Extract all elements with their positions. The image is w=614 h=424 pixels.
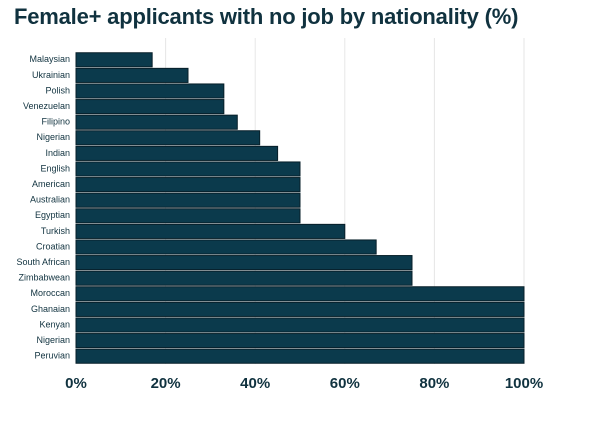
bar xyxy=(75,301,525,317)
category-label: Turkish xyxy=(41,226,70,236)
category-label: Venezuelan xyxy=(23,101,70,111)
category-label: Zimbabwean xyxy=(18,273,70,283)
bar xyxy=(75,99,225,115)
bar xyxy=(75,114,238,130)
bar xyxy=(75,333,525,349)
bar xyxy=(75,317,525,333)
bar xyxy=(75,286,525,302)
x-tick-label: 40% xyxy=(240,375,270,392)
category-label: Malaysian xyxy=(29,54,70,64)
category-label: Ukrainian xyxy=(32,70,70,80)
bar xyxy=(75,348,525,364)
x-axis-tick-labels: 0% 20% 40% 60% 80% 100% xyxy=(65,375,543,392)
bar xyxy=(75,192,301,208)
category-label: English xyxy=(40,163,70,173)
category-label: Nigerian xyxy=(36,335,70,345)
category-labels: Malaysian Ukrainian Polish Venezuelan Filipi… xyxy=(16,54,70,360)
bars-layer xyxy=(75,52,525,364)
chart-title: Female+ applicants with no job by nation… xyxy=(14,4,519,29)
bar xyxy=(75,255,413,271)
bar xyxy=(75,177,301,193)
category-label: Ghanaian xyxy=(31,304,70,314)
bar xyxy=(75,145,279,161)
bar xyxy=(75,83,225,99)
category-label: Nigerian xyxy=(36,132,70,142)
x-tick-label: 80% xyxy=(419,375,449,392)
bar xyxy=(75,239,377,255)
x-tick-label: 100% xyxy=(505,375,543,392)
x-tick-label: 20% xyxy=(151,375,181,392)
bar xyxy=(75,52,153,68)
bar xyxy=(75,270,413,286)
bar xyxy=(75,67,189,83)
x-tick-label: 60% xyxy=(330,375,360,392)
category-label: Peruvian xyxy=(34,351,70,361)
category-label: American xyxy=(32,179,70,189)
category-label: Indian xyxy=(45,148,70,158)
bar xyxy=(75,223,346,239)
category-label: Moroccan xyxy=(30,288,70,298)
bar xyxy=(75,130,261,146)
category-label: South African xyxy=(16,257,70,267)
category-label: Croatian xyxy=(36,241,70,251)
bar xyxy=(75,161,301,177)
category-label: Egyptian xyxy=(35,210,70,220)
category-label: Kenyan xyxy=(39,319,70,329)
x-tick-label: 0% xyxy=(65,375,87,392)
category-label: Australian xyxy=(30,195,70,205)
bar xyxy=(75,208,301,224)
category-label: Filipino xyxy=(41,117,70,127)
category-label: Polish xyxy=(45,85,70,95)
